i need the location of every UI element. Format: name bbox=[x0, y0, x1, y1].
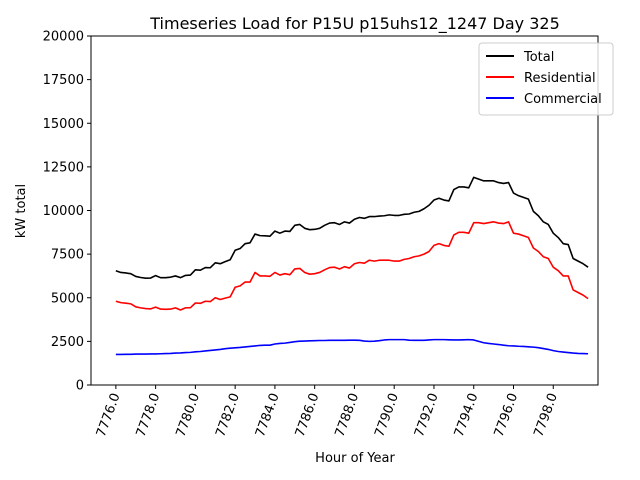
legend-label-residential: Residential bbox=[524, 71, 596, 86]
y-axis-label: kW total bbox=[14, 184, 29, 238]
series-line-commercial bbox=[115, 338, 589, 356]
legend-label-commercial: Commercial bbox=[524, 92, 602, 107]
y-tick-label: 17500 bbox=[43, 73, 84, 88]
y-tick-label: 0 bbox=[76, 379, 84, 394]
x-axis-label: Hour of Year bbox=[315, 451, 395, 466]
chart-title: Timeseries Load for P15U p15uhs12_1247 D… bbox=[149, 14, 560, 34]
y-tick-label: 2500 bbox=[51, 335, 84, 350]
y-tick-label: 20000 bbox=[43, 30, 84, 45]
series-line-total bbox=[115, 176, 589, 280]
y-tick-label: 7500 bbox=[51, 248, 84, 263]
legend-label-total: Total bbox=[523, 50, 554, 65]
y-tick-label: 5000 bbox=[51, 291, 84, 306]
series-layer bbox=[115, 176, 589, 356]
y-tick-label: 12500 bbox=[43, 160, 84, 175]
legend: Total Residential Commercial bbox=[478, 42, 614, 116]
y-axis-ticks: 0 2500 5000 7500 10000 12500 15000 17500 20000 bbox=[43, 30, 91, 394]
y-tick-label: 10000 bbox=[43, 204, 84, 219]
series-line-residential bbox=[115, 221, 589, 311]
y-tick-label: 15000 bbox=[43, 117, 84, 132]
